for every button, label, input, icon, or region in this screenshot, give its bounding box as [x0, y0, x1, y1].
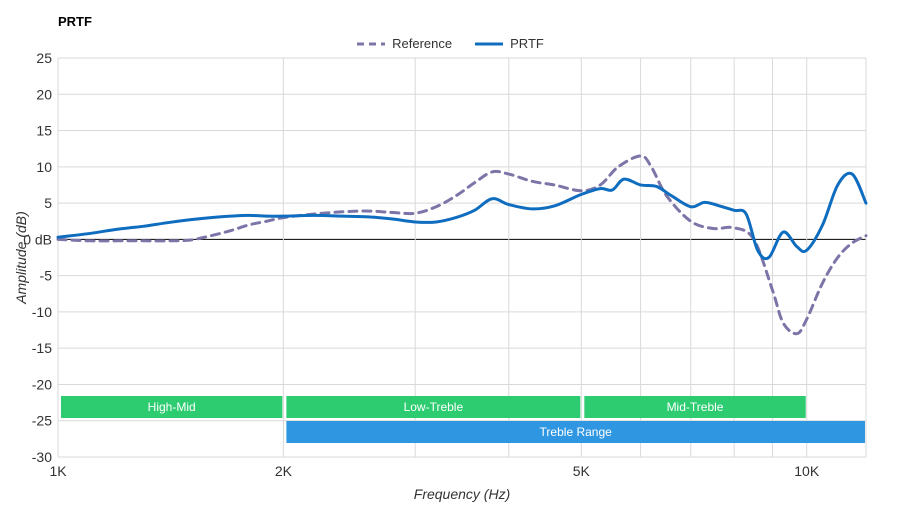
y-tick-label: -5 [40, 268, 53, 284]
legend-swatch-reference [357, 42, 386, 45]
y-tick-label: 5 [44, 195, 52, 211]
legend: Reference PRTF [0, 36, 900, 51]
legend-label-reference: Reference [392, 36, 453, 51]
legend-label-prtf: PRTF [510, 36, 544, 51]
legend-item-reference[interactable]: Reference [356, 36, 452, 51]
y-tick-label: 25 [36, 50, 52, 66]
band-mid-treble [584, 396, 806, 418]
band-treble-range [286, 421, 866, 443]
legend-item-prtf[interactable]: PRTF [474, 36, 544, 51]
x-tick-label: 2K [275, 463, 293, 479]
y-tick-label: -10 [32, 304, 52, 320]
y-tick-label: 20 [36, 86, 52, 102]
series-line-prtf [56, 171, 868, 261]
y-tick-label: 10 [36, 159, 52, 175]
band-label: Mid-Treble [667, 400, 724, 414]
x-axis-label: Frequency (Hz) [414, 486, 510, 502]
legend-swatch-prtf [475, 42, 504, 45]
chart-title: PRTF [58, 14, 92, 29]
y-axis-label: Amplitude (dB) [13, 211, 29, 305]
y-tick-label: -25 [32, 413, 52, 429]
band-low-treble [286, 396, 581, 418]
band-label: Low-Treble [404, 400, 464, 414]
band-label: Treble Range [540, 425, 613, 439]
band-high-mid [61, 396, 283, 418]
x-tick-label: 10K [794, 463, 820, 479]
y-tick-label: -30 [32, 449, 52, 465]
band-label: High-Mid [148, 400, 196, 414]
series-line-reference [56, 154, 868, 336]
y-tick-label: -15 [32, 340, 52, 356]
y-tick-label: 0 dB [23, 231, 52, 247]
x-tick-label: 1K [49, 463, 67, 479]
y-tick-label: 15 [36, 123, 52, 139]
y-tick-label: -20 [32, 376, 52, 392]
x-tick-label: 5K [573, 463, 591, 479]
